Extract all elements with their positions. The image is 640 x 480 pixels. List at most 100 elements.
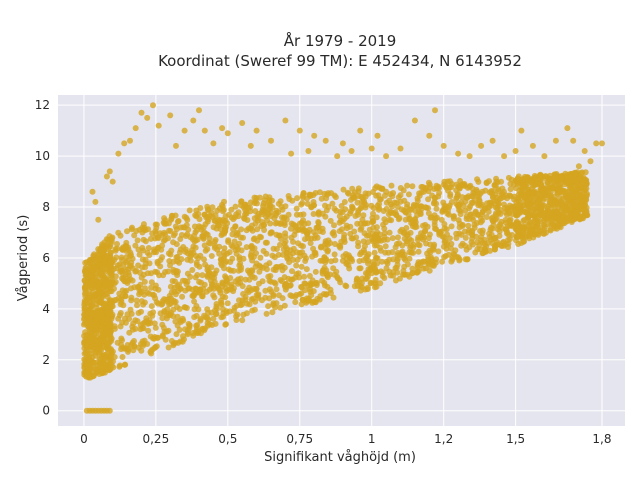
scatter-point <box>552 198 559 205</box>
scatter-point <box>142 264 149 271</box>
scatter-point <box>377 247 384 254</box>
scatter-point <box>293 211 300 218</box>
scatter-point <box>502 226 509 233</box>
scatter-point <box>536 172 543 179</box>
scatter-point <box>360 238 367 245</box>
scatter-point <box>301 273 308 280</box>
scatter-point <box>172 318 179 325</box>
scatter-point <box>300 243 306 250</box>
scatter-point <box>231 307 237 314</box>
scatter-point <box>428 214 435 221</box>
scatter-point <box>349 258 356 264</box>
scatter-point <box>492 182 499 189</box>
scatter-point <box>160 324 167 331</box>
scatter-point <box>231 238 238 245</box>
scatter-point <box>455 217 462 224</box>
scatter-point <box>173 142 179 149</box>
scatter-point <box>417 210 424 216</box>
scatter-point <box>81 315 88 322</box>
scatter-point <box>570 191 577 198</box>
scatter-point <box>238 198 245 205</box>
scatter-point <box>553 225 560 232</box>
scatter-point <box>86 324 93 331</box>
scatter-point <box>576 216 583 223</box>
scatter-point <box>425 179 432 186</box>
scatter-point <box>405 191 412 198</box>
scatter-point <box>189 267 196 273</box>
scatter-point <box>524 177 531 184</box>
scatter-point <box>104 339 111 346</box>
scatter-point <box>357 205 364 212</box>
scatter-point <box>270 301 277 308</box>
scatter-point <box>427 241 434 248</box>
scatter-point <box>266 205 273 212</box>
scatter-point <box>224 300 231 307</box>
scatter-point <box>219 208 226 215</box>
scatter-point <box>418 259 425 266</box>
scatter-point <box>349 235 356 242</box>
scatter-point <box>145 327 152 334</box>
scatter-point <box>204 231 211 238</box>
scatter-point <box>104 310 111 317</box>
scatter-point <box>99 324 106 331</box>
scatter-point <box>333 207 340 214</box>
scatter-point <box>560 211 567 218</box>
scatter-point <box>306 191 313 198</box>
scatter-point <box>124 275 131 282</box>
scatter-point <box>132 242 139 249</box>
scatter-point <box>190 292 197 299</box>
scatter-point <box>281 222 288 229</box>
scatter-point <box>489 137 496 144</box>
scatter-point <box>519 186 525 192</box>
scatter-point <box>562 193 569 200</box>
scatter-point <box>464 256 471 263</box>
scatter-point <box>199 325 206 332</box>
scatter-point <box>472 209 479 216</box>
scatter-point <box>256 262 263 269</box>
scatter-point <box>194 322 201 329</box>
scatter-point <box>210 315 217 322</box>
scatter-point <box>119 267 125 274</box>
scatter-point <box>202 221 209 228</box>
scatter-point <box>570 137 577 144</box>
scatter-point <box>216 250 223 257</box>
scatter-point <box>298 263 305 270</box>
scatter-point <box>174 313 181 320</box>
scatter-point <box>253 200 260 207</box>
scatter-point <box>85 309 92 316</box>
scatter-point <box>336 219 343 226</box>
scatter-point <box>188 247 195 254</box>
scatter-point <box>486 230 493 237</box>
scatter-point <box>409 218 416 225</box>
scatter-point <box>530 201 537 208</box>
scatter-point <box>578 170 585 177</box>
scatter-point <box>251 285 257 292</box>
scatter-point <box>191 298 198 305</box>
scatter-point <box>348 148 355 154</box>
scatter-point <box>289 268 295 275</box>
scatter-point <box>251 306 258 313</box>
chart-title-line-1: År 1979 - 2019 <box>284 31 397 50</box>
scatter-point <box>261 227 268 233</box>
scatter-point <box>501 153 508 160</box>
scatter-point <box>553 208 560 215</box>
scatter-point <box>128 226 135 233</box>
scatter-point <box>86 316 93 323</box>
scatter-point <box>162 217 169 224</box>
scatter-point <box>83 332 90 339</box>
scatter-point <box>397 185 404 191</box>
scatter-point <box>455 150 462 157</box>
scatter-point <box>354 199 361 206</box>
scatter-point <box>285 193 292 199</box>
scatter-point <box>482 187 489 194</box>
scatter-point <box>468 199 475 206</box>
scatter-point <box>474 188 481 195</box>
scatter-point <box>378 258 385 265</box>
scatter-point <box>266 286 273 293</box>
scatter-point <box>571 169 578 176</box>
scatter-point <box>272 280 279 287</box>
scatter-point <box>578 202 584 209</box>
scatter-point <box>381 275 388 281</box>
scatter-point <box>173 331 180 338</box>
